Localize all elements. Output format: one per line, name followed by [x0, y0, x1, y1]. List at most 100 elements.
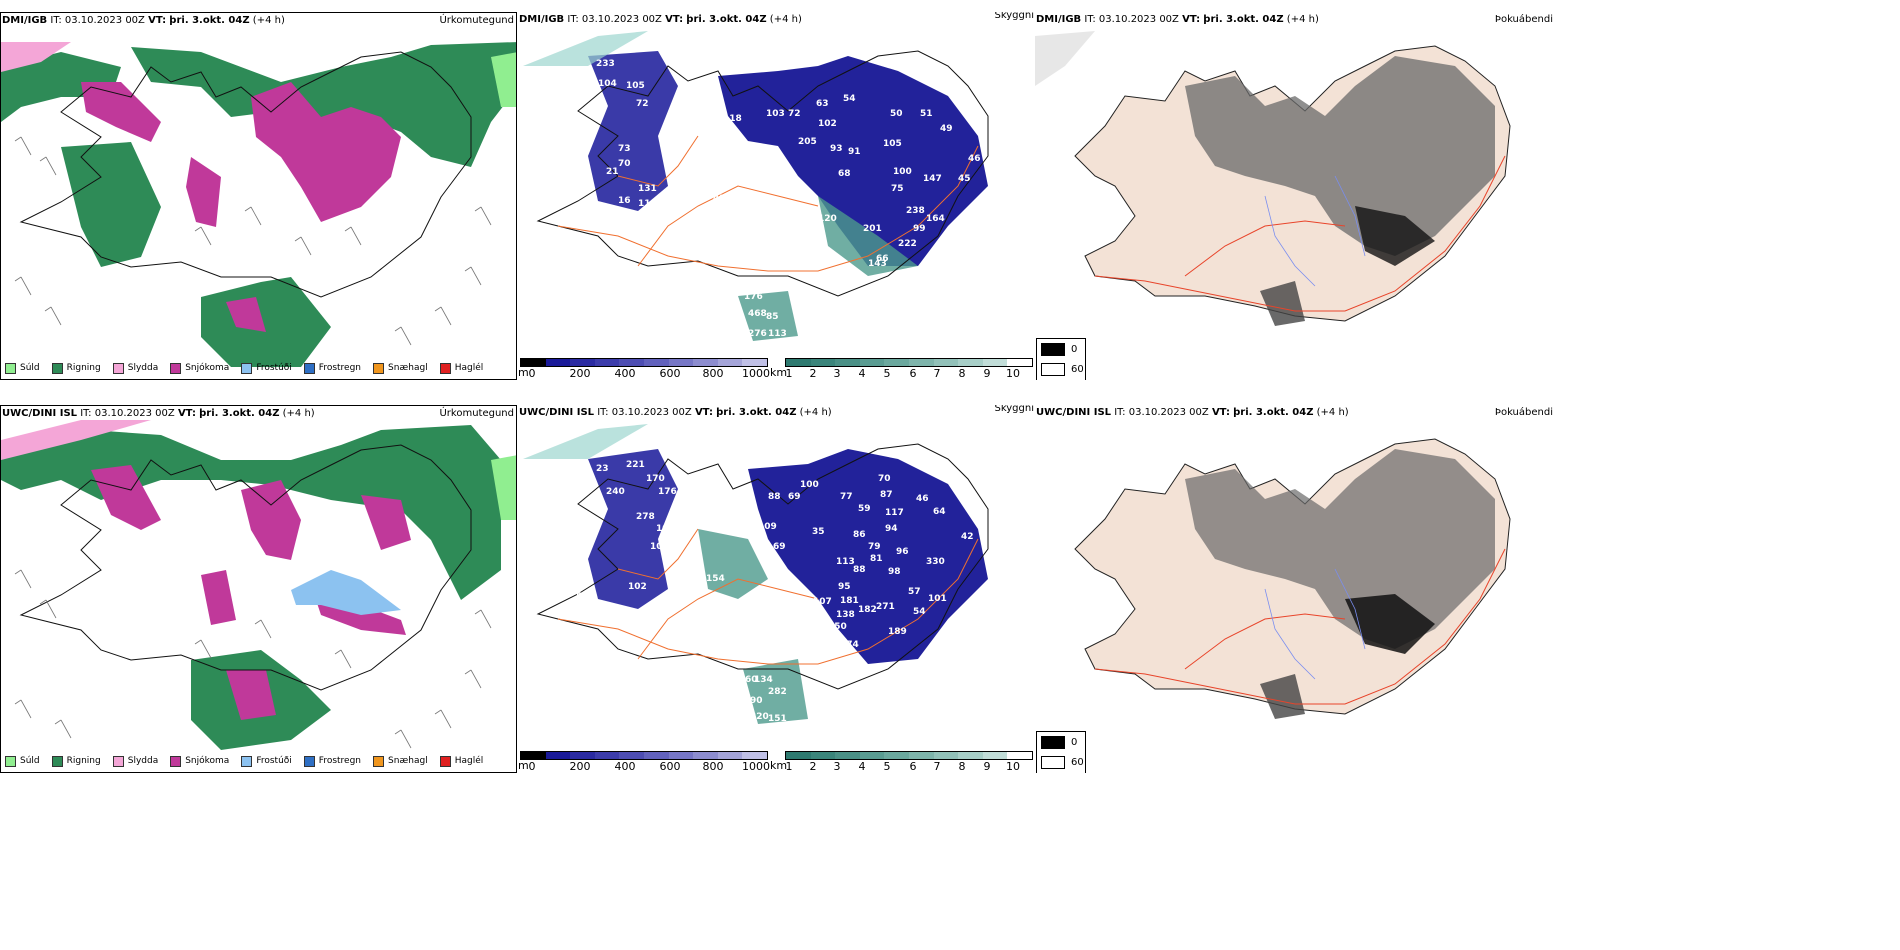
fog-legend-label: 0: [1071, 343, 1078, 355]
fog-map: [1074, 438, 1511, 719]
panel-label: Þokuábendi: [1494, 407, 1553, 418]
m-tick: 1000: [742, 367, 770, 380]
vis-label: 88: [768, 492, 781, 502]
fog-index-panel-bottom: UWC/DINI ISL IT: 03.10.2023 00Z VT: þri.…: [1035, 405, 1555, 773]
fog-shading: [1260, 281, 1305, 326]
vis-label: 221: [626, 460, 645, 470]
legend-label: Slydda: [127, 756, 159, 766]
vis-label: 181: [840, 596, 859, 606]
vis-label: 164: [926, 214, 945, 224]
vis-label: 111: [638, 199, 657, 209]
legend-label: Snjókoma: [185, 363, 230, 373]
vis-label: 64: [933, 507, 946, 517]
snow-area: [241, 480, 301, 560]
snow-area: [201, 570, 236, 625]
vis-label: 130: [673, 179, 692, 189]
coastline: [536, 50, 989, 297]
fog-map: [1035, 31, 1511, 326]
fog-legend-label: 0: [1071, 736, 1078, 748]
visibility-m-colorbar: 0 200 400 600 800 1000: [520, 751, 770, 773]
freezing-drizzle-swatch: [241, 755, 253, 767]
fog-index-panel-top: DMI/IGB IT: 03.10.2023 00Z VT: þri. 3.ok…: [1035, 12, 1555, 380]
vis-label: 16: [618, 196, 631, 206]
vis-label: 95: [838, 582, 851, 592]
fog-haze: [1035, 31, 1095, 86]
panel-title: UWC/DINI ISL IT: 03.10.2023 00Z VT: þri.…: [2, 408, 315, 419]
rain-area: [131, 42, 516, 167]
rain-area: [61, 142, 161, 267]
visibility-map: 23 221 170 240 176 278 109 108 102 54 17…: [523, 424, 989, 724]
coastline: [19, 51, 472, 298]
snow-swatch: [170, 755, 182, 767]
km-tick: 9: [983, 760, 991, 773]
drizzle-area: [491, 52, 516, 107]
vis-label: 147: [730, 512, 749, 522]
vis-label: 330: [926, 557, 945, 567]
low-visibility-area: [748, 449, 988, 664]
m-tick: 200: [569, 760, 591, 773]
vis-label: 86: [853, 530, 866, 540]
vis-label: 276: [748, 329, 767, 339]
panel-label: Úrkomutegund: [439, 408, 514, 419]
snow-area: [251, 82, 401, 222]
km-tick: 5: [883, 367, 891, 380]
precip-legend: Súld Rigning Slydda Snjókoma Frostúði Fr…: [1, 357, 516, 379]
panel-title: DMI/IGB IT: 03.10.2023 00Z VT: þri. 3.ok…: [2, 15, 285, 26]
km-tick: 2: [809, 760, 817, 773]
m-tick: 400: [614, 367, 636, 380]
precip-type-panel-top: DMI/IGB IT: 03.10.2023 00Z VT: þri. 3.ok…: [0, 12, 517, 380]
vis-label: 468: [748, 309, 767, 319]
vis-label: 69: [788, 492, 801, 502]
vis-label: 241: [698, 229, 717, 239]
legend-label: Haglél: [454, 363, 484, 373]
vis-label: 109: [656, 524, 675, 534]
road-network: [557, 135, 979, 272]
visibility-km-colorbar: 1 2 3 4 5 6 7 8 9 10: [785, 358, 1033, 380]
drizzle-area: [491, 455, 516, 520]
vis-label: 35: [812, 527, 825, 537]
km-tick: 1: [785, 367, 793, 380]
visibility-labels: 23 221 170 240 176 278 109 108 102 54 17…: [576, 460, 974, 724]
snow-pellets-swatch: [373, 755, 385, 767]
precip-legend: Súld Rigning Slydda Snjókoma Frostúði Fr…: [1, 750, 516, 772]
km-tick: 3: [833, 760, 841, 773]
km-tick: 7: [933, 760, 941, 773]
km-tick: 7: [933, 367, 941, 380]
legend-label: Haglél: [454, 756, 484, 766]
vis-label: 154: [706, 574, 725, 584]
fog-shading: [1185, 449, 1495, 649]
vis-label: 72: [636, 99, 649, 109]
fog-teal-area: [738, 291, 798, 341]
vis-label: 57: [908, 587, 921, 597]
fog-swatch-black: [1041, 735, 1065, 749]
vis-label: 94: [885, 524, 898, 534]
vis-label: 51: [920, 109, 933, 119]
vis-label: 46: [968, 154, 981, 164]
vis-label: 278: [636, 512, 655, 522]
vis-label: 113: [836, 557, 855, 567]
vis-label: 85: [766, 312, 779, 322]
freezing-drizzle-area: [291, 570, 401, 615]
vis-label: 63: [816, 99, 829, 109]
rain-swatch: [51, 755, 63, 767]
wind-barbs: [14, 136, 492, 346]
vis-label: 73: [618, 144, 631, 154]
vis-label: 222: [898, 239, 917, 249]
km-tick: 6: [909, 760, 917, 773]
km-tick: 8: [958, 760, 966, 773]
vis-label: 107: [813, 597, 832, 607]
vis-label: 100: [800, 480, 819, 490]
vis-label: 113: [768, 329, 787, 339]
legend-label: Frostregn: [318, 363, 362, 373]
vis-label: 59: [858, 504, 871, 514]
hail-swatch: [439, 755, 451, 767]
snow-pellets-swatch: [373, 362, 385, 374]
hail-swatch: [439, 362, 451, 374]
legend-label: Frostúði: [256, 756, 292, 766]
freezing-rain-swatch: [303, 362, 315, 374]
drizzle-swatch: [5, 755, 16, 767]
fog-teal-area: [818, 196, 918, 276]
km-tick: 4: [858, 760, 866, 773]
vis-label: 109: [758, 522, 777, 532]
vis-label: 233: [596, 59, 615, 69]
